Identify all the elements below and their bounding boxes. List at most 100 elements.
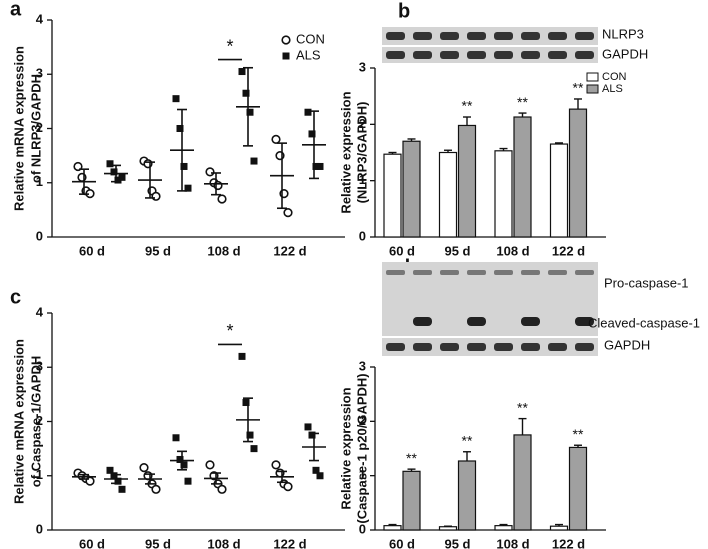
data-point <box>110 472 118 480</box>
blot-strip <box>382 27 598 45</box>
blot-band <box>548 51 567 59</box>
blot-band <box>467 32 486 40</box>
x-tick-label: 108 d <box>496 536 529 549</box>
x-tick-label: 60 d <box>79 536 105 549</box>
blot-label: NLRP3 <box>602 26 644 41</box>
blot-band <box>440 32 459 40</box>
bar <box>383 525 402 531</box>
x-tick-label: 122 d <box>552 536 585 549</box>
y-tick-label: 3 <box>36 66 43 81</box>
bar <box>513 434 532 531</box>
x-tick-label: 122 d <box>273 243 306 258</box>
data-point <box>151 191 161 201</box>
data-point <box>180 162 188 170</box>
y-tick-label: 0 <box>36 521 43 536</box>
data-point <box>184 477 192 485</box>
x-tick-label: 108 d <box>496 243 529 258</box>
legend-label: ALS <box>296 47 321 62</box>
panel-letter: a <box>10 0 22 20</box>
significance-mark: ** <box>462 432 473 448</box>
data-point <box>139 463 149 473</box>
blot-label: Pro-caspase-1 <box>604 275 689 290</box>
bar <box>457 460 477 531</box>
data-point <box>114 477 122 485</box>
significance-mark: ** <box>517 399 528 415</box>
blot-strip <box>382 338 598 356</box>
blot-band <box>386 343 405 351</box>
y-axis-label: (NLRP3/GAPDH) <box>354 102 369 204</box>
data-point <box>250 157 258 165</box>
data-point <box>180 461 188 469</box>
x-tick-label: 60 d <box>79 243 105 258</box>
data-point <box>114 176 122 184</box>
bar <box>549 143 569 238</box>
panel-letter: b <box>398 0 410 22</box>
y-tick-label: 2 <box>359 116 366 131</box>
blot-band <box>575 270 594 275</box>
y-tick-label: 3 <box>359 358 366 373</box>
y-tick-label: 2 <box>36 120 43 135</box>
panel-letter: c <box>10 286 21 308</box>
data-point <box>217 194 227 204</box>
y-tick-label: 0 <box>36 228 43 243</box>
blot-band <box>575 51 594 59</box>
x-tick-label: 95 d <box>145 243 171 258</box>
blot-band <box>467 270 486 275</box>
significance-mark: ** <box>517 94 528 110</box>
y-tick-label: 3 <box>359 59 366 74</box>
legend-label: CON <box>296 31 325 46</box>
y-tick-label: 3 <box>36 359 43 374</box>
bar <box>438 526 458 531</box>
blot-band <box>413 270 432 275</box>
blot-band <box>521 32 540 40</box>
blot-band <box>494 270 513 275</box>
x-tick-label: 122 d <box>273 536 306 549</box>
data-point <box>242 399 250 407</box>
bar <box>494 525 513 531</box>
data-point <box>304 423 312 431</box>
data-point <box>118 173 126 181</box>
y-axis-label: of Caspase-1/GAPDH <box>28 356 43 487</box>
blot-band <box>440 343 459 351</box>
data-point <box>118 485 126 493</box>
blot-band <box>575 317 594 326</box>
data-point <box>172 434 180 442</box>
blot-band <box>413 317 432 326</box>
y-axis-label: Relative expression <box>338 387 353 509</box>
bar <box>457 124 477 238</box>
x-tick-label: 95 d <box>145 536 171 549</box>
blot-band <box>548 32 567 40</box>
x-tick-label: 95 d <box>444 536 470 549</box>
blot-band <box>386 270 405 275</box>
data-point <box>172 95 180 103</box>
bar <box>402 470 421 531</box>
data-point <box>312 466 320 474</box>
x-tick-label: 108 d <box>207 536 240 549</box>
blot-band <box>548 270 567 275</box>
data-point <box>106 160 114 168</box>
blot-band <box>521 270 540 275</box>
data-point <box>316 472 324 480</box>
bar <box>513 116 532 238</box>
blot-label: Cleaved-caspase-1 <box>588 315 700 330</box>
blot-band <box>494 32 513 40</box>
blot-band <box>413 343 432 351</box>
significance-mark: ** <box>573 426 584 442</box>
legend-marker <box>282 52 290 60</box>
blot-band <box>440 51 459 59</box>
bar <box>568 446 588 531</box>
x-tick-label: 95 d <box>444 243 470 258</box>
data-point <box>242 89 250 97</box>
data-point <box>283 482 293 492</box>
blot-band <box>413 51 432 59</box>
blot-band <box>386 32 405 40</box>
data-point <box>151 484 161 494</box>
blot-band <box>467 343 486 351</box>
blot-band <box>467 51 486 59</box>
x-tick-label: 108 d <box>207 243 240 258</box>
legend-marker <box>586 72 599 82</box>
legend-marker <box>281 35 291 45</box>
data-point <box>316 162 324 170</box>
y-tick-label: 4 <box>36 304 44 319</box>
data-point <box>205 460 215 470</box>
